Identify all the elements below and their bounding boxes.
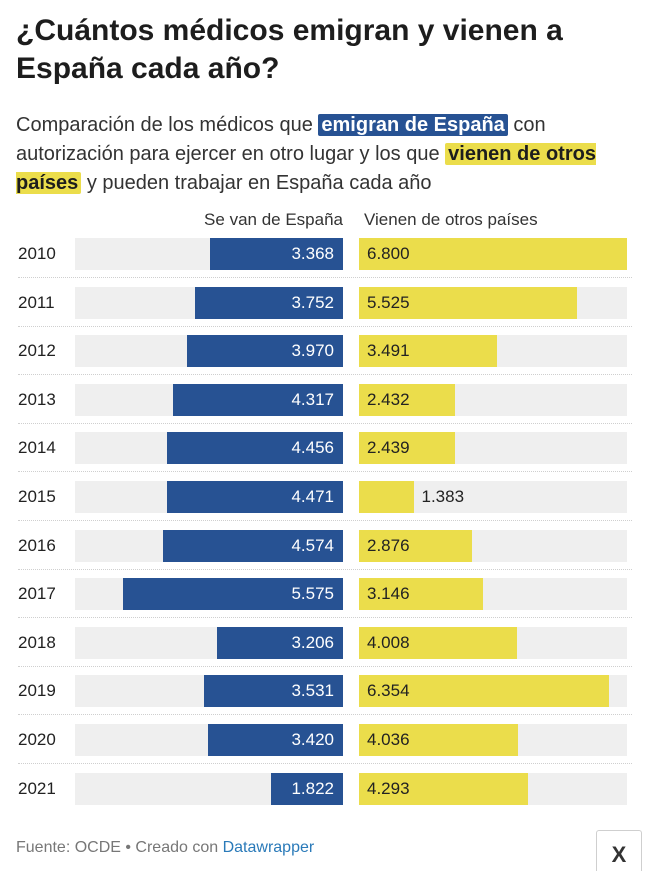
row-divider [18,665,632,667]
bar-emigrate [195,286,343,319]
datawrapper-link[interactable]: Datawrapper [222,839,315,856]
subtitle-text-3: y pueden trabajar en España cada año [81,172,432,194]
year-label: 2010 [18,244,56,263]
row-divider [18,617,632,619]
row-divider [18,568,632,570]
value-label-emigrate: 3.206 [291,632,334,652]
close-button[interactable]: X [596,830,642,871]
year-label: 2014 [18,438,56,458]
row-divider [18,422,632,424]
row-2011: 2011 3.752 5.525 [0,279,650,327]
value-label-immigrate: 2.432 [367,389,410,409]
bar-immigrate [359,335,497,368]
year-label: 2016 [18,535,56,555]
year-label: 2020 [18,730,56,749]
chart-subtitle: Comparación de los médicos que emigran d… [16,111,638,198]
bar-immigrate [359,383,455,416]
row-2019: 2019 3.531 6.354 [0,667,650,716]
row-divider [18,714,632,716]
bar-emigrate [167,432,343,465]
row-2018: 2018 3.206 4.008 [0,619,650,667]
column-header-immigrate: Vienen de otros países [364,210,538,229]
row-2014: 2014 4.456 2.439 [0,424,650,473]
row-2010: 2010 3.368 6.800 [0,230,650,278]
row-divider [18,374,632,376]
bar-emigrate [210,238,343,270]
value-label-emigrate: 3.531 [291,681,334,701]
row-divider [18,520,632,521]
value-label-emigrate: 4.471 [291,487,334,506]
row-2021: 2021 1.822 4.293 [0,765,650,813]
year-label: 2012 [18,341,56,361]
value-label-immigrate: 3.146 [367,584,410,604]
value-label-immigrate: 3.491 [367,341,410,361]
row-2020: 2020 3.420 4.036 [0,716,650,764]
value-label-emigrate: 4.456 [291,438,334,458]
row-2013: 2013 4.317 2.432 [0,376,650,424]
bar-immigrate [359,432,456,465]
bar-emigrate [208,724,343,756]
value-label-emigrate: 1.822 [291,778,334,798]
year-label: 2018 [18,632,56,652]
year-label: 2013 [18,389,56,409]
year-label: 2017 [18,584,56,604]
value-label-immigrate: 4.008 [367,632,410,652]
bar-immigrate [359,772,529,805]
row-2016: 2016 4.574 2.876 [0,522,650,570]
bar-emigrate [186,335,343,368]
bar-immigrate [359,481,414,513]
year-label: 2011 [18,292,55,312]
footer-source: Fuente: OCDE • Creado con Datawrapper [16,836,314,860]
bar-emigrate [162,529,343,562]
value-label-emigrate: 3.368 [291,244,334,263]
value-label-immigrate: 6.800 [367,244,410,263]
chart-title: ¿Cuántos médicos emigran y vienen a Espa… [16,14,563,85]
value-label-emigrate: 4.574 [291,535,334,555]
column-header-emigrate: Se van de España [204,210,343,229]
value-label-emigrate: 5.575 [291,584,334,604]
row-divider [18,277,632,278]
bar-emigrate [172,383,343,416]
value-label-emigrate: 3.970 [291,341,334,361]
value-label-immigrate: 5.525 [367,292,410,312]
bar-immigrate [359,529,473,562]
row-2012: 2012 3.970 3.491 [0,327,650,376]
bar-immigrate [359,724,519,756]
subtitle-text-1: Comparación de los médicos que [16,114,319,136]
value-label-emigrate: 3.420 [291,730,334,749]
value-label-emigrate: 3.752 [291,292,334,312]
value-label-immigrate: 4.036 [367,730,410,749]
bar-immigrate [359,286,577,319]
bar-emigrate [203,675,343,708]
row-divider [18,325,632,327]
bar-immigrate [359,238,627,270]
value-label-emigrate: 4.317 [291,389,334,409]
row-divider [18,471,632,473]
bar-immigrate [359,675,610,708]
year-label: 2015 [18,487,56,506]
value-label-immigrate: 2.876 [367,535,410,555]
row-divider [18,763,632,764]
bar-immigrate [359,626,517,659]
bar-immigrate [359,578,483,611]
bar-emigrate [271,772,343,805]
row-2015: 2015 4.471 1.383 [0,473,650,521]
value-label-immigrate: 2.439 [367,438,410,458]
highlight-emigrate: emigran de España [318,114,508,136]
bar-emigrate [216,626,343,659]
value-label-immigrate: 6.354 [367,681,410,701]
subtitle-text-2: con autorización para ejercer en otro lu… [16,114,546,165]
year-label: 2019 [18,681,56,701]
bar-emigrate [123,578,343,611]
source-text: Fuente: OCDE • Creado con [16,839,223,856]
bar-emigrate [166,481,343,513]
value-label-immigrate: 1.383 [421,487,465,506]
year-label: 2021 [18,778,56,798]
value-label-immigrate: 4.293 [367,778,410,798]
row-2017: 2017 5.575 3.146 [0,570,650,619]
